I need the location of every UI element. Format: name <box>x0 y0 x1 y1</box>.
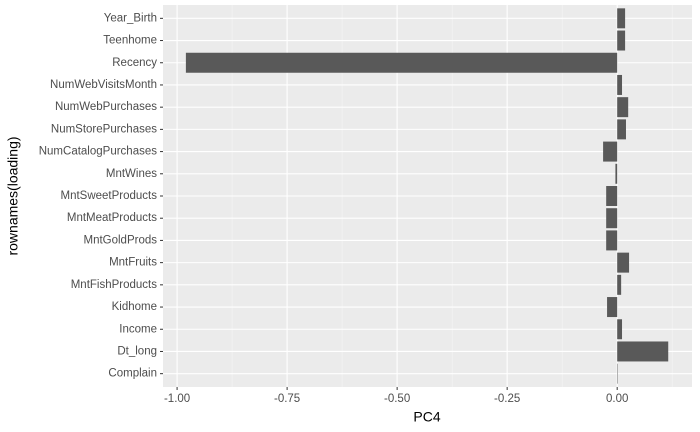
bar <box>617 97 629 118</box>
x-tick-label: 0.00 <box>606 393 628 405</box>
y-tick-label: MntMeatProducts <box>67 212 157 224</box>
y-tick-label: NumStorePurchases <box>51 123 157 135</box>
y-tick-label: MntGoldProds <box>83 234 157 246</box>
bar <box>606 230 618 251</box>
bar <box>617 8 626 29</box>
y-tick-label: Kidhome <box>112 301 157 313</box>
y-tick-label: Complain <box>108 368 157 380</box>
bar <box>617 274 622 295</box>
x-tick-label: -0.75 <box>274 393 300 405</box>
y-tick-label: NumWebVisitsMonth <box>50 79 157 91</box>
y-tick-label: MntFishProducts <box>71 279 158 291</box>
x-tick-label: -0.50 <box>384 393 410 405</box>
x-axis-title: PC4 <box>413 409 440 425</box>
y-tick-label: Recency <box>112 57 157 69</box>
bar <box>185 52 618 73</box>
bar <box>617 252 630 273</box>
y-tick-label: Year_Birth <box>104 12 157 24</box>
bar <box>615 163 618 184</box>
y-tick-label: MntSweetProducts <box>60 190 157 202</box>
bar <box>617 119 626 140</box>
x-tick-label: -1.00 <box>164 393 190 405</box>
bar <box>617 319 623 340</box>
bar <box>606 208 618 229</box>
bar <box>607 297 618 318</box>
y-tick-label: NumWebPurchases <box>55 101 157 113</box>
y-tick-label: Dt_long <box>117 345 157 357</box>
bar <box>617 74 623 95</box>
y-tick-label: Income <box>119 323 157 335</box>
y-tick-label: Teenhome <box>103 35 157 47</box>
bar <box>617 30 626 51</box>
bar <box>617 341 669 362</box>
y-tick-label: NumCatalogPurchases <box>39 146 158 158</box>
y-axis-title: rownames(loading) <box>5 136 21 255</box>
x-tick-label: -0.25 <box>494 393 520 405</box>
bar <box>603 141 618 162</box>
y-tick-label: MntFruits <box>109 257 157 269</box>
y-tick-label: MntWines <box>106 168 157 180</box>
bar <box>606 186 618 206</box>
